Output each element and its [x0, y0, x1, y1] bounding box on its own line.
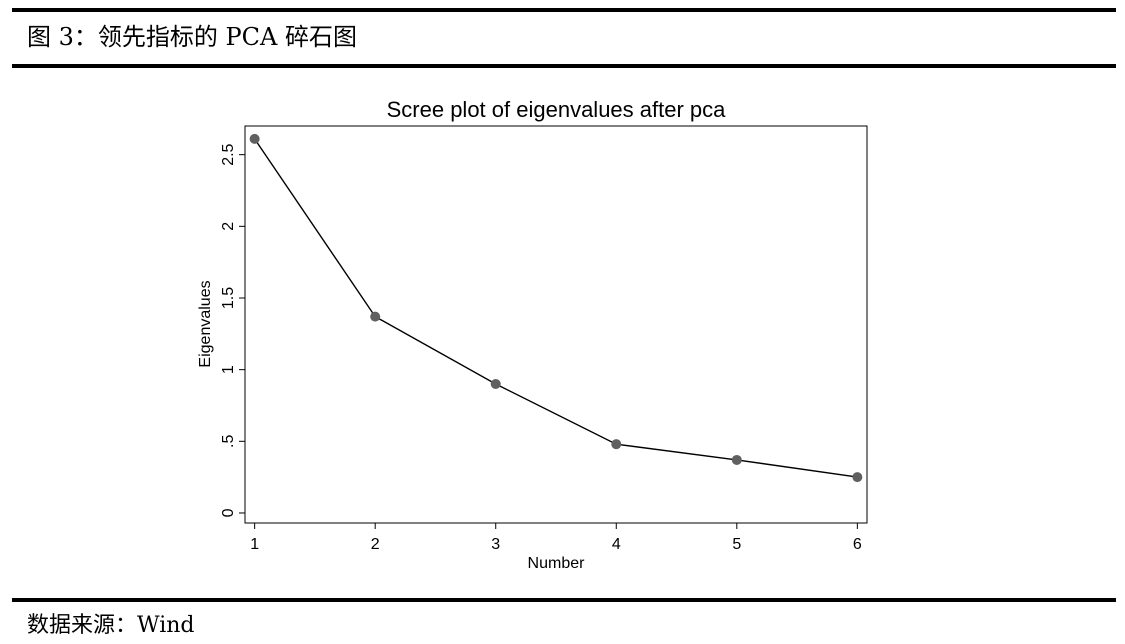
- axes: 1 2 3 4 5 6 0 .5 1 1.5 2 2.5: [220, 143, 862, 553]
- x-tick-label: 6: [853, 536, 862, 553]
- figure-caption: 图 3：领先指标的 PCA 碎石图: [27, 23, 357, 51]
- top-rule: [12, 8, 1116, 12]
- data-point: [852, 472, 863, 483]
- plot-frame: [244, 125, 868, 524]
- series-eigenvalues: [249, 133, 863, 483]
- caption-rule: [12, 64, 1116, 68]
- y-tick-label: 1: [220, 365, 237, 374]
- series-line: [254, 138, 858, 478]
- y-tick-label: 2.5: [220, 143, 237, 165]
- x-tick-label: 3: [491, 536, 500, 553]
- y-tick-label: 2: [220, 222, 237, 231]
- bottom-rule: [12, 598, 1116, 602]
- x-tick-label: 1: [250, 536, 259, 553]
- data-source: 数据来源：Wind: [27, 613, 195, 638]
- data-point: [490, 378, 501, 389]
- y-tick-label: 0: [220, 508, 237, 517]
- chart-title: Scree plot of eigenvalues after pca: [387, 97, 727, 122]
- data-point: [611, 439, 622, 450]
- data-point: [731, 454, 742, 465]
- x-axis-label: Number: [528, 555, 586, 572]
- x-tick-label: 2: [371, 536, 380, 553]
- y-tick-label: .5: [220, 435, 237, 448]
- data-point: [249, 133, 260, 144]
- x-tick-label: 4: [612, 536, 621, 553]
- data-point: [370, 311, 381, 322]
- y-axis-label: Eigenvalues: [197, 280, 214, 367]
- y-tick-label: 1.5: [220, 287, 237, 309]
- x-tick-label: 5: [732, 536, 741, 553]
